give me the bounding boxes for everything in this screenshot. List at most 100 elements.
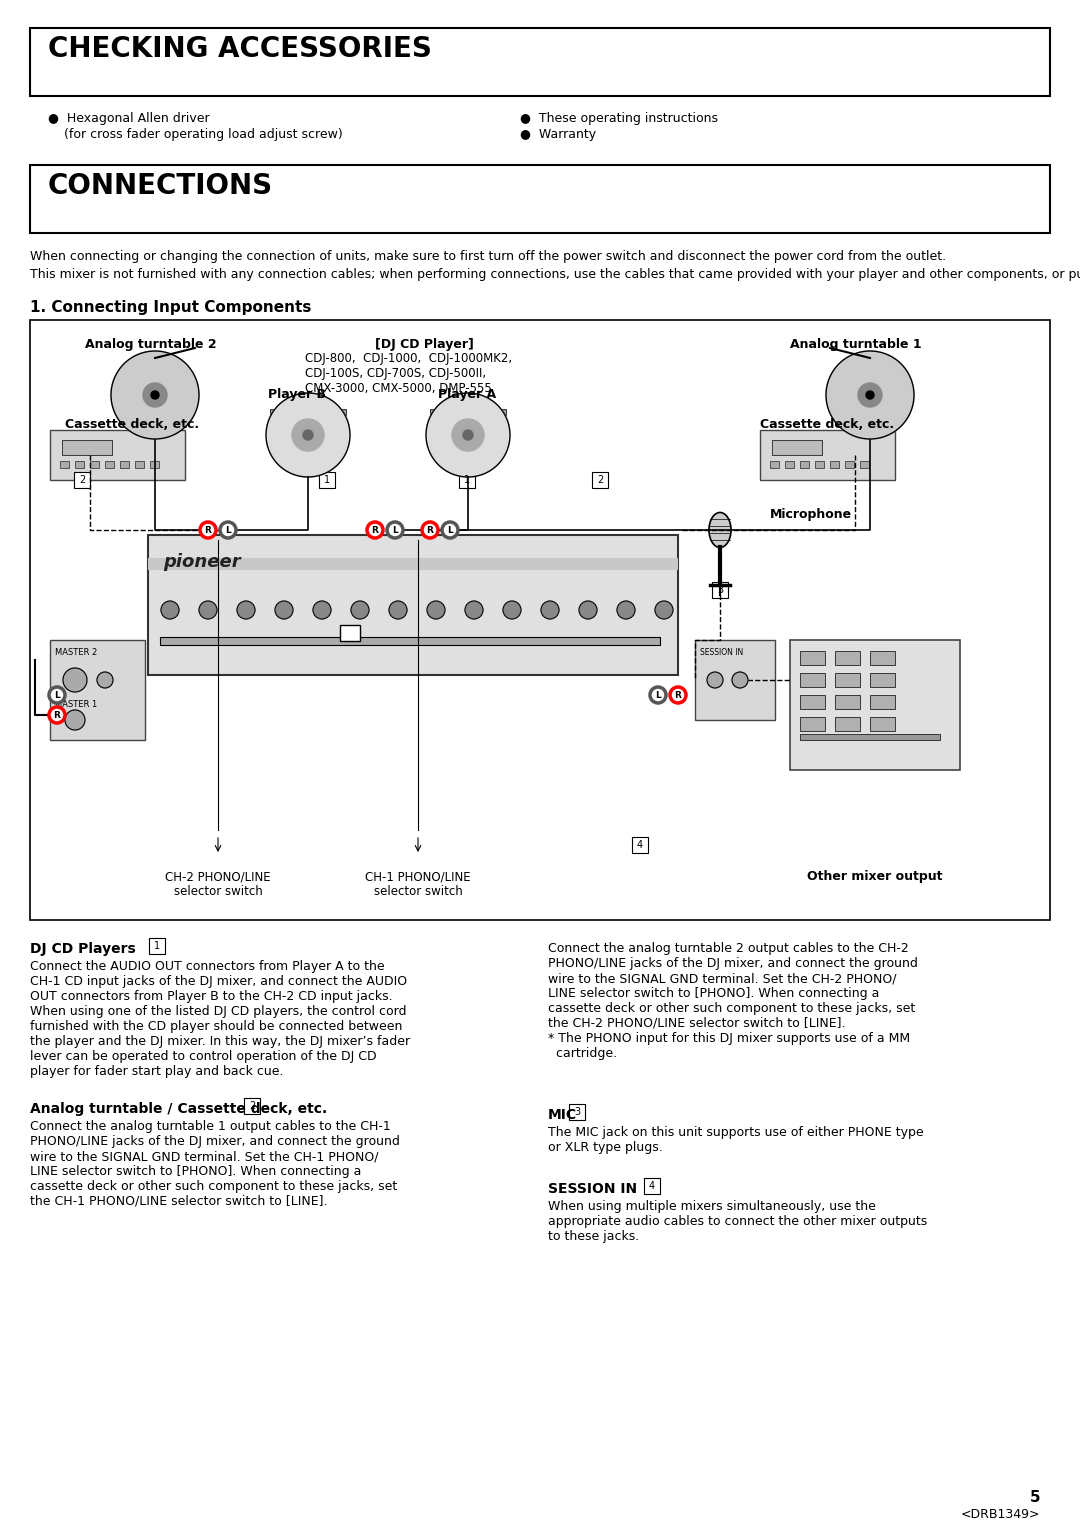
Text: When connecting or changing the connection of units, make sure to first turn off: When connecting or changing the connecti… (30, 251, 946, 263)
Bar (835, 717, 860, 730)
Text: Connect the AUDIO OUT connectors from Player A to the
CH-1 CD input jacks of the: Connect the AUDIO OUT connectors from Pl… (30, 960, 410, 1077)
Text: MASTER 1: MASTER 1 (55, 700, 97, 709)
Circle shape (292, 419, 324, 451)
Circle shape (387, 523, 403, 538)
Circle shape (670, 688, 686, 703)
Bar (760, 429, 895, 480)
Bar (800, 733, 940, 740)
Bar (30, 165, 1050, 232)
Bar (845, 461, 854, 468)
Bar (800, 672, 825, 688)
Bar (340, 625, 360, 642)
Bar (870, 651, 895, 665)
Text: pioneer: pioneer (163, 553, 241, 571)
Text: Analog turntable / Cassette deck, etc.: Analog turntable / Cassette deck, etc. (30, 1102, 327, 1115)
Text: L: L (447, 526, 453, 535)
Circle shape (858, 384, 882, 406)
Text: Cassette deck, etc.: Cassette deck, etc. (65, 419, 199, 431)
Bar (772, 440, 822, 455)
Bar (800, 651, 825, 665)
Text: SESSION IN: SESSION IN (700, 648, 743, 657)
Text: DJ CD Players: DJ CD Players (30, 941, 136, 957)
Circle shape (49, 688, 65, 703)
Bar (75, 461, 84, 468)
Text: SESSION IN: SESSION IN (548, 1183, 637, 1196)
Bar (835, 695, 860, 709)
Circle shape (367, 523, 383, 538)
Text: 2: 2 (597, 475, 603, 484)
Text: Analog turntable 2: Analog turntable 2 (85, 338, 217, 351)
Text: 4: 4 (649, 1181, 656, 1190)
Bar (148, 558, 678, 570)
Circle shape (650, 688, 666, 703)
Text: Connect the analog turntable 2 output cables to the CH-2
PHONO/LINE jacks of the: Connect the analog turntable 2 output ca… (548, 941, 918, 1060)
Bar (644, 1178, 660, 1193)
Circle shape (389, 601, 407, 619)
Circle shape (275, 601, 293, 619)
Text: 1: 1 (324, 475, 330, 484)
Circle shape (111, 351, 199, 439)
Bar (105, 461, 114, 468)
Bar (569, 1105, 585, 1120)
Bar (696, 640, 775, 720)
Bar (430, 410, 507, 416)
Text: CH-1 PHONO/LINE
selector switch: CH-1 PHONO/LINE selector switch (365, 869, 471, 898)
Bar (860, 461, 869, 468)
Text: MIC: MIC (548, 1108, 577, 1122)
Text: Other mixer output: Other mixer output (807, 869, 943, 883)
Bar (50, 429, 185, 480)
Bar (785, 461, 794, 468)
Circle shape (313, 601, 330, 619)
Text: L: L (392, 526, 397, 535)
Circle shape (453, 419, 484, 451)
Text: CONNECTIONS: CONNECTIONS (48, 173, 273, 200)
Bar (120, 461, 129, 468)
Text: 1: 1 (154, 941, 160, 950)
Bar (831, 461, 839, 468)
Text: R: R (372, 526, 378, 535)
Circle shape (732, 672, 748, 688)
Ellipse shape (708, 512, 731, 547)
Text: L: L (225, 526, 231, 535)
Text: Connect the analog turntable 1 output cables to the CH-1
PHONO/LINE jacks of the: Connect the analog turntable 1 output ca… (30, 1120, 400, 1209)
Text: Microphone: Microphone (770, 507, 852, 521)
Circle shape (220, 523, 237, 538)
Circle shape (866, 391, 874, 399)
Circle shape (199, 601, 217, 619)
Circle shape (266, 393, 350, 477)
Circle shape (617, 601, 635, 619)
Text: L: L (656, 691, 661, 700)
Circle shape (503, 601, 521, 619)
Bar (870, 717, 895, 730)
Circle shape (465, 601, 483, 619)
Text: [DJ CD Player]: [DJ CD Player] (375, 338, 474, 351)
Bar (135, 461, 144, 468)
Text: MASTER 2: MASTER 2 (55, 648, 97, 657)
Bar (90, 461, 99, 468)
Circle shape (579, 601, 597, 619)
Circle shape (351, 601, 369, 619)
Text: When using multiple mixers simultaneously, use the
appropriate audio cables to c: When using multiple mixers simultaneousl… (548, 1199, 928, 1242)
Text: 3: 3 (717, 585, 724, 594)
Text: Player A: Player A (438, 388, 496, 400)
Bar (870, 695, 895, 709)
Circle shape (151, 391, 159, 399)
Text: CH-2 PHONO/LINE
selector switch: CH-2 PHONO/LINE selector switch (165, 869, 271, 898)
Circle shape (200, 523, 216, 538)
Bar (62, 440, 112, 455)
Circle shape (161, 601, 179, 619)
Bar (770, 461, 779, 468)
Circle shape (442, 523, 458, 538)
Text: R: R (427, 526, 433, 535)
Text: ●  Warranty: ● Warranty (519, 128, 596, 141)
Bar (160, 637, 660, 645)
Text: CHECKING ACCESSORIES: CHECKING ACCESSORIES (48, 35, 432, 63)
Circle shape (49, 707, 65, 723)
Circle shape (427, 601, 445, 619)
Circle shape (422, 523, 438, 538)
Bar (60, 461, 69, 468)
Text: ●  These operating instructions: ● These operating instructions (519, 112, 718, 125)
Text: Analog turntable 1: Analog turntable 1 (789, 338, 921, 351)
Text: ●  Hexagonal Allen driver: ● Hexagonal Allen driver (48, 112, 210, 125)
Text: Cassette deck, etc.: Cassette deck, etc. (760, 419, 894, 431)
